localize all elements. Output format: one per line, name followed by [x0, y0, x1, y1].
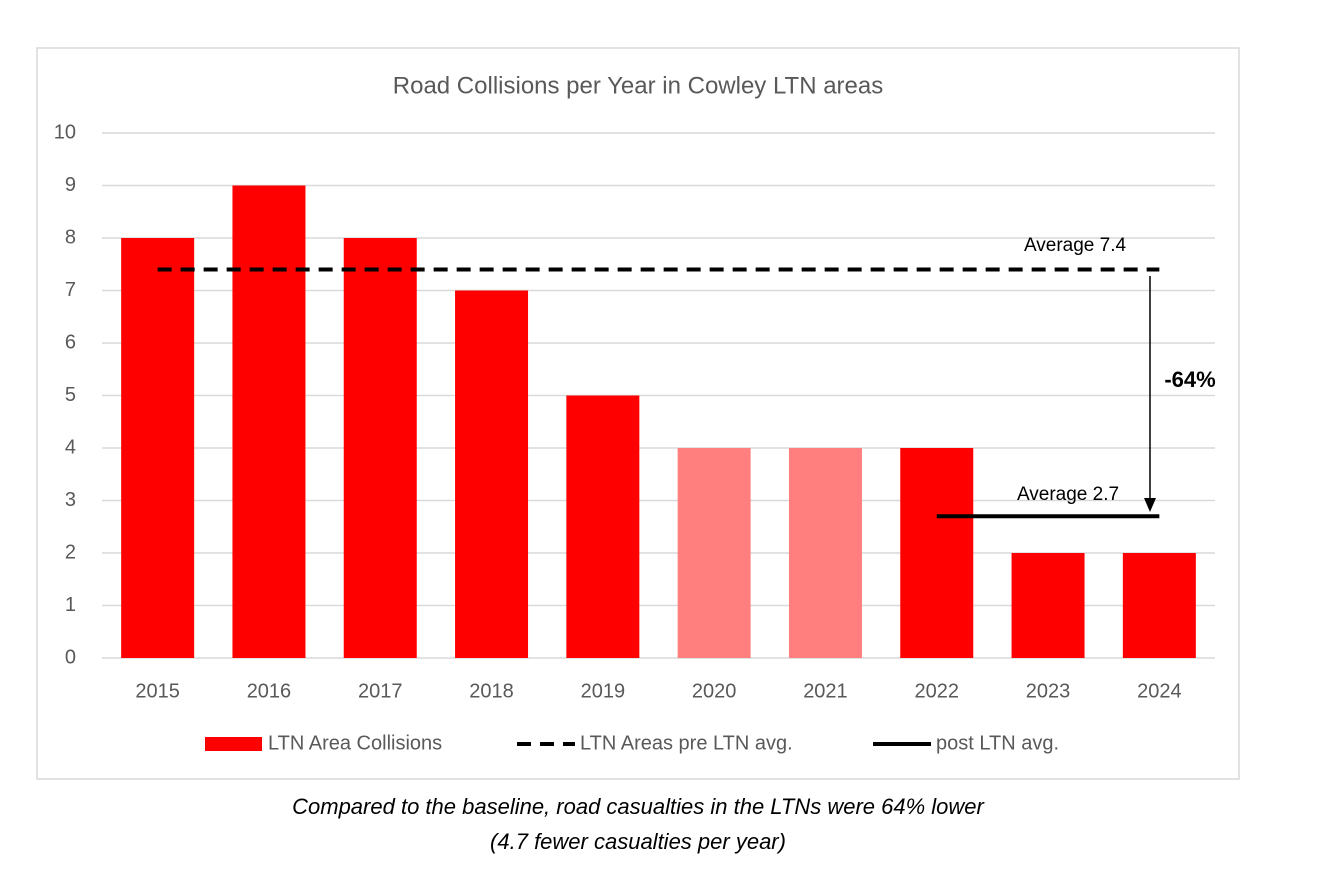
annotation: Average 7.4	[1024, 235, 1127, 256]
y-tick-label: 8	[65, 226, 76, 248]
bar	[232, 185, 306, 658]
legend-label: LTN Areas pre LTN avg.	[580, 732, 793, 754]
x-tick-label: 2017	[358, 680, 403, 702]
bar	[788, 448, 862, 658]
y-tick-label: 1	[65, 594, 76, 616]
y-tick-label: 0	[65, 646, 76, 668]
bar	[1122, 553, 1196, 658]
bar	[677, 448, 751, 658]
x-tick-label: 2018	[469, 680, 514, 702]
chart-title: Road Collisions per Year in Cowley LTN a…	[393, 72, 883, 99]
bar	[566, 395, 640, 658]
y-tick-label: 2	[65, 541, 76, 563]
x-tick-label: 2015	[135, 680, 180, 702]
y-tick-label: 3	[65, 489, 76, 511]
caption: Compared to the baseline, road casualtie…	[292, 794, 985, 819]
plot: 0 1 2 3 4 5 6 7 8 9 10 2015 2016 2017 2018 2019 2020 2021…	[54, 121, 1215, 754]
bar	[1011, 553, 1085, 658]
y-tick-label: 5	[65, 384, 76, 406]
legend-label: post LTN avg.	[936, 732, 1059, 754]
y-tick-label: 7	[65, 279, 76, 301]
annotation: Average 2.7	[1017, 484, 1119, 505]
y-tick-label: 10	[54, 121, 76, 143]
y-tick-label: 4	[65, 436, 76, 458]
bar	[900, 448, 974, 658]
bar	[343, 238, 417, 658]
bar	[455, 290, 529, 658]
x-tick-label: 2024	[1137, 680, 1182, 702]
x-tick-label: 2021	[803, 680, 848, 702]
x-tick-label: 2020	[692, 680, 737, 702]
y-tick-label: 9	[65, 174, 76, 196]
arrow-head	[1144, 498, 1156, 512]
legend-swatch	[205, 737, 262, 751]
x-tick-label: 2023	[1026, 680, 1071, 702]
annotation: -64%	[1164, 367, 1215, 392]
x-tick-label: 2016	[247, 680, 292, 702]
x-tick-label: 2022	[915, 680, 960, 702]
y-tick-label: 6	[65, 331, 76, 353]
x-tick-label: 2019	[581, 680, 626, 702]
bar	[121, 238, 195, 658]
legend-label: LTN Area Collisions	[268, 732, 442, 754]
caption: (4.7 fewer casualties per year)	[490, 829, 786, 854]
